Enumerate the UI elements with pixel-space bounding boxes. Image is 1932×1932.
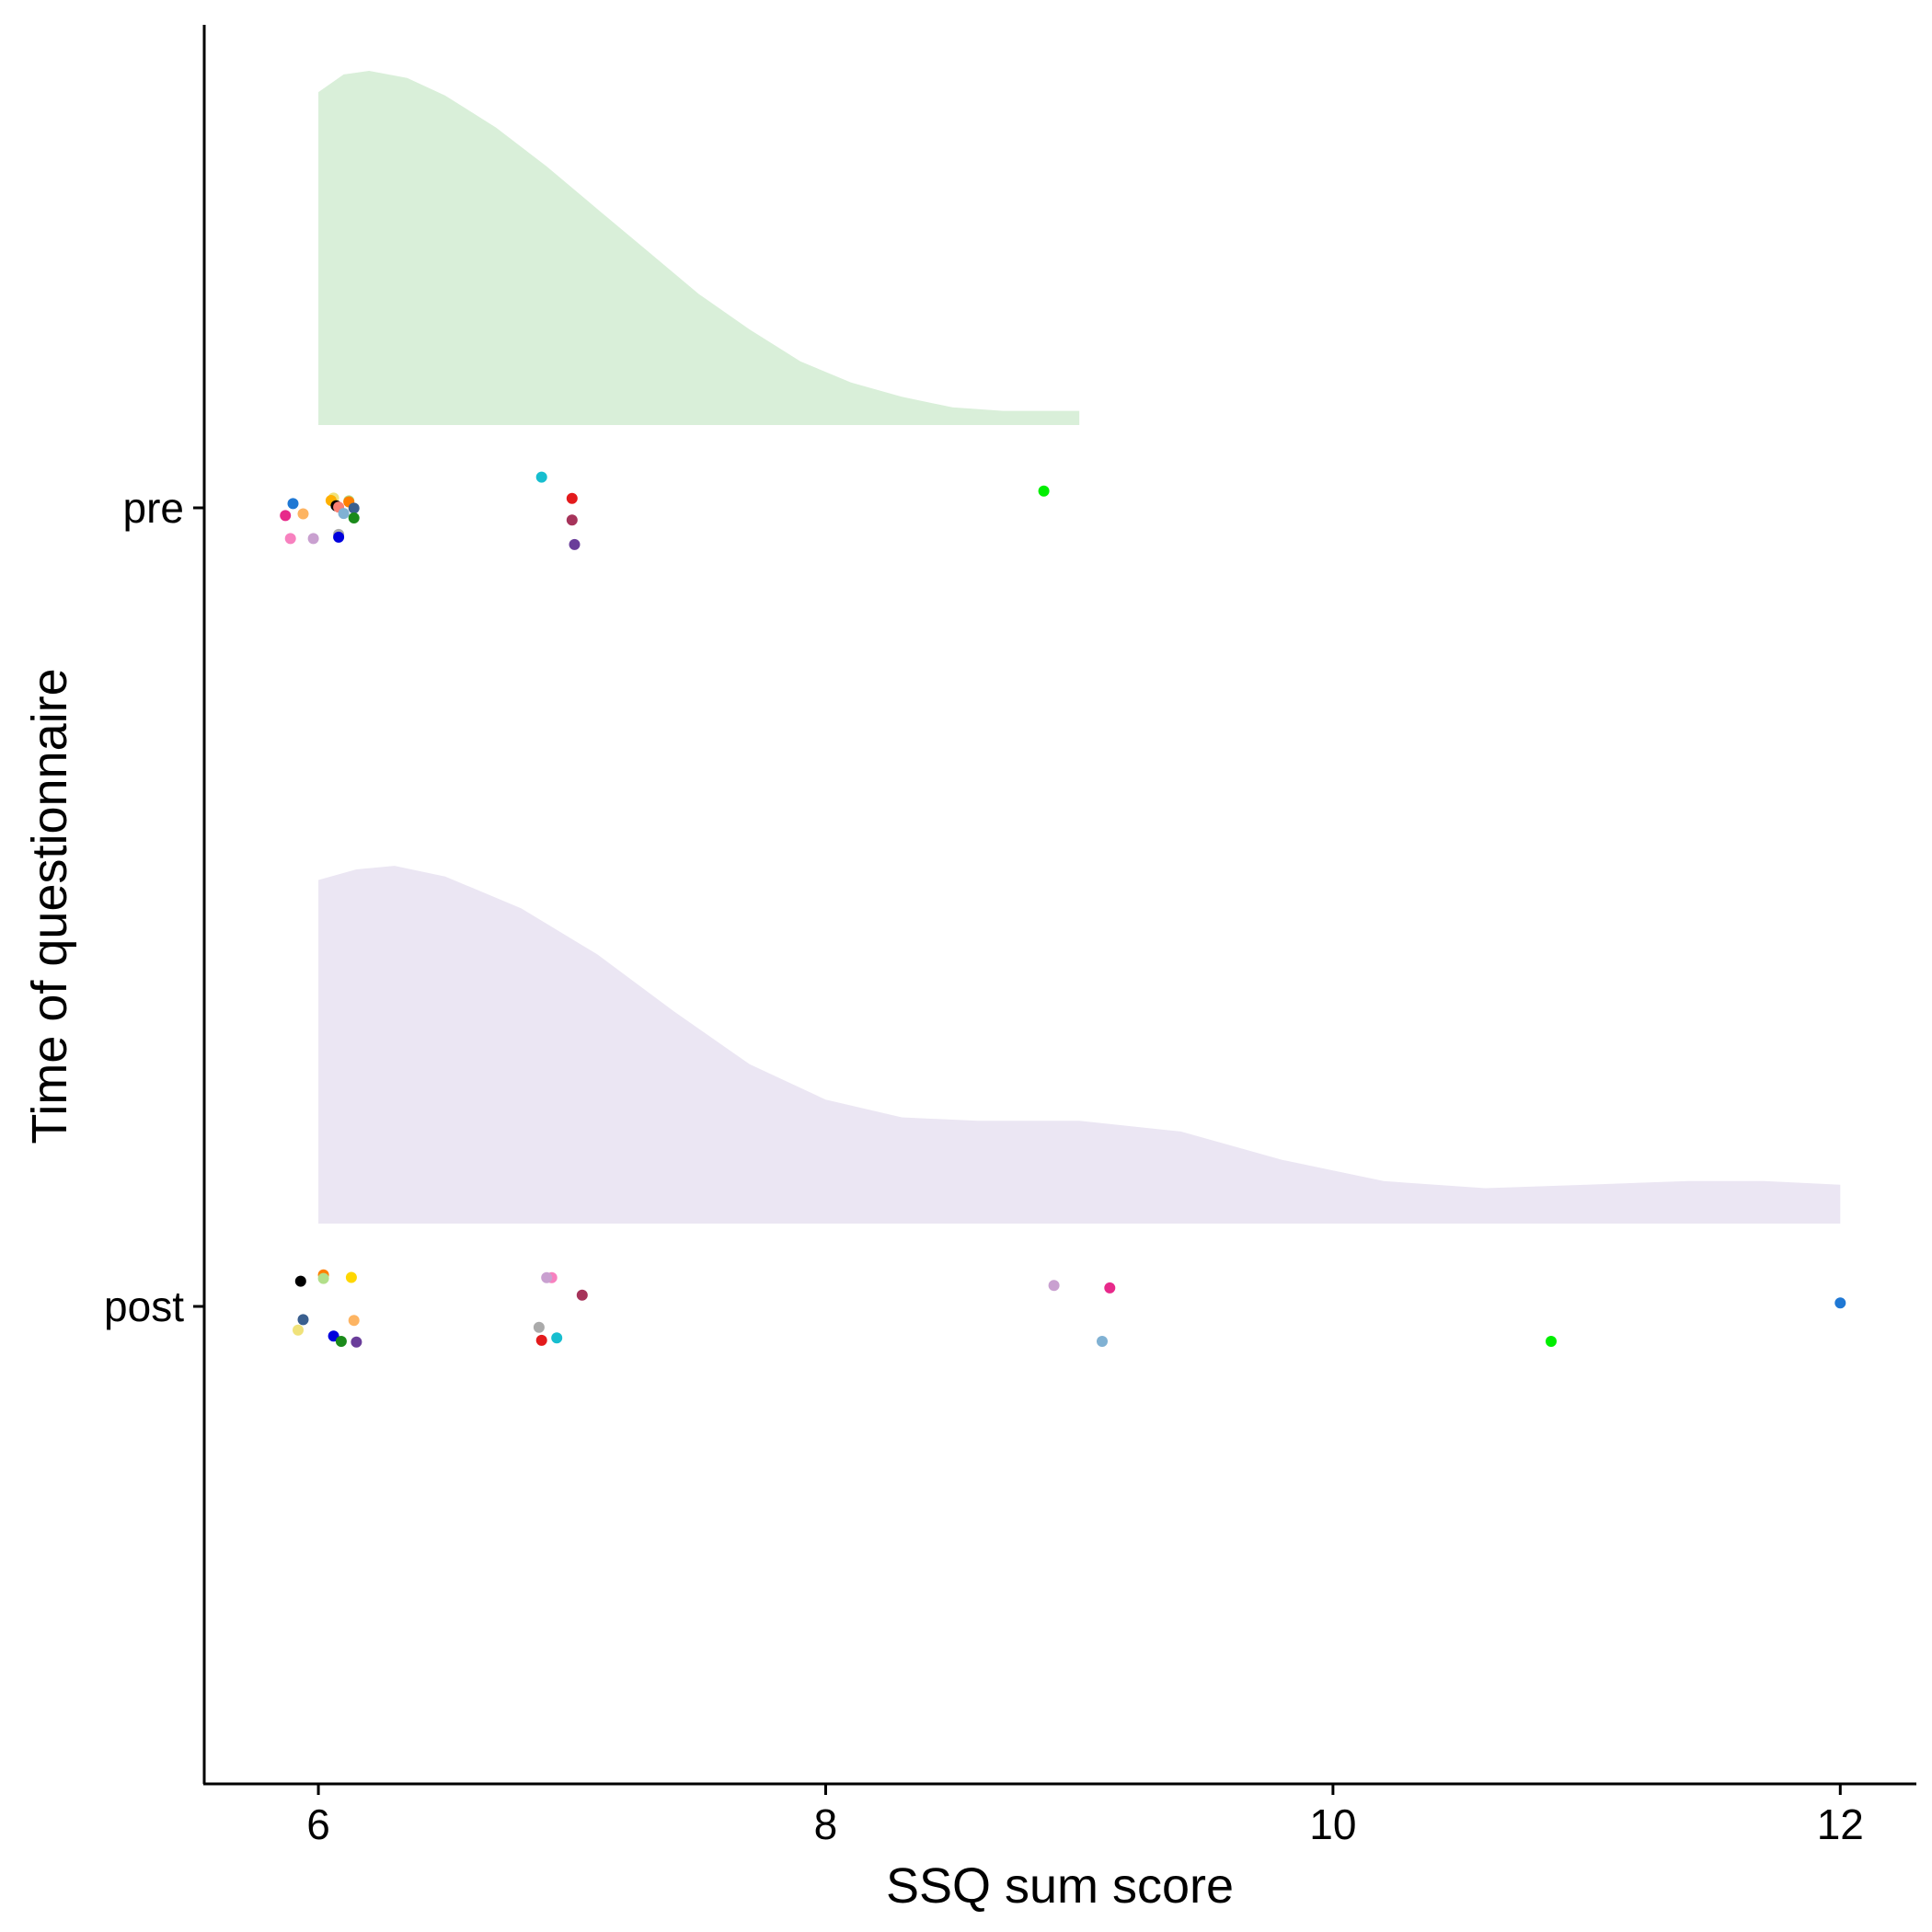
point-pre-0 [287,498,299,510]
point-pre-16 [535,471,547,483]
point-post-11 [541,1271,553,1283]
point-post-19 [1546,1336,1557,1347]
point-post-6 [293,1324,304,1336]
point-post-0 [294,1275,306,1287]
point-post-20 [1834,1297,1846,1309]
point-pre-8 [338,508,350,520]
point-pre-11 [297,508,309,520]
x-tick-label-12: 12 [1817,1800,1864,1848]
y-ticks: pre post [104,484,204,1330]
point-post-15 [551,1332,563,1344]
y-tick-label-post: post [104,1282,184,1330]
point-post-12 [576,1289,588,1301]
point-pre-18 [566,514,578,526]
point-post-4 [297,1314,309,1326]
point-pre-19 [569,538,581,550]
x-tick-label-8: 8 [814,1800,838,1848]
point-post-17 [1104,1282,1116,1294]
point-pre-20 [1038,485,1050,497]
point-post-8 [335,1336,347,1347]
x-ticks: 6 8 10 12 [306,1784,1864,1848]
point-pre-13 [307,533,319,545]
density-post [318,866,1841,1224]
point-pre-7 [348,502,360,514]
x-tick-label-10: 10 [1309,1800,1356,1848]
point-pre-12 [284,533,296,545]
point-pre-15 [333,531,345,543]
point-pre-10 [280,510,292,522]
point-pre-9 [348,512,360,523]
x-tick-label-6: 6 [306,1800,330,1848]
points-layer [280,471,1846,1348]
point-post-9 [351,1336,362,1348]
point-post-2 [317,1272,329,1284]
y-axis-title: Time of questionnaire [22,668,77,1144]
x-axis-title: SSQ sum score [886,1858,1234,1914]
point-post-13 [533,1321,545,1333]
density-layer [318,71,1841,1224]
y-tick-label-pre: pre [123,484,184,532]
point-post-18 [1097,1336,1108,1347]
axes-layer [202,25,1916,1786]
density-pre [318,71,1080,425]
point-post-16 [1048,1280,1060,1292]
point-pre-17 [566,492,578,504]
point-post-5 [348,1315,360,1327]
point-post-3 [345,1271,357,1283]
point-post-14 [535,1334,547,1346]
